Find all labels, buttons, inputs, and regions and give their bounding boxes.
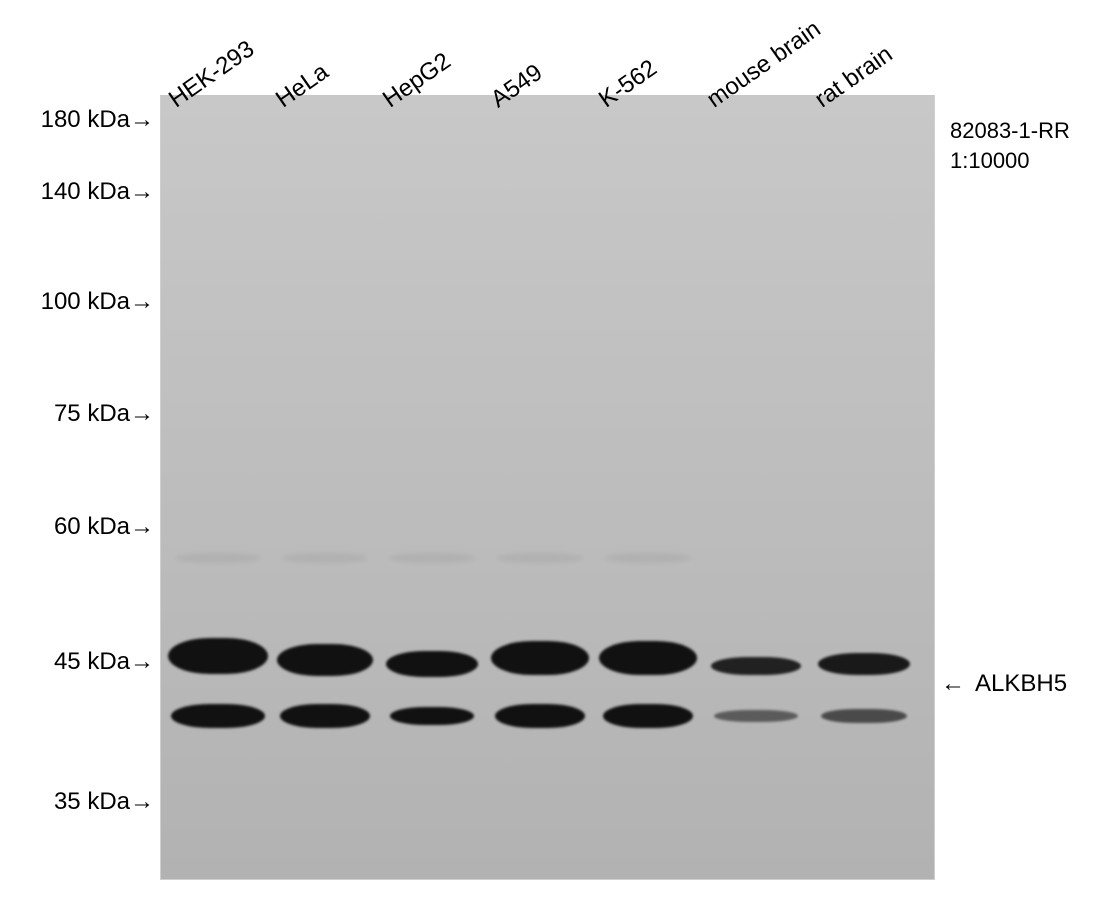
antibody-dilution-label: 1:10000: [950, 148, 1030, 174]
protein-band-upper: [818, 653, 910, 675]
protein-band-upper: [277, 644, 373, 676]
protein-band-upper: [599, 641, 697, 675]
mw-marker-label: 180 kDa→: [0, 106, 154, 134]
mw-marker-label: 35 kDa→: [0, 788, 154, 816]
protein-band-upper: [491, 641, 589, 675]
target-protein-text: ALKBH5: [975, 670, 1067, 698]
protein-band-upper: [386, 651, 478, 677]
mw-marker-label: 75 kDa→: [0, 400, 154, 428]
faint-band: [497, 553, 583, 563]
faint-band: [389, 553, 475, 563]
blot-background: [161, 95, 934, 879]
protein-band-lower: [280, 704, 370, 728]
protein-band-lower: [714, 710, 798, 722]
protein-band-upper: [711, 657, 801, 675]
blot-membrane: [160, 95, 935, 880]
faint-band: [282, 553, 368, 563]
protein-band-lower: [390, 707, 474, 725]
protein-band-upper: [168, 638, 268, 674]
target-arrow-icon: ←: [941, 670, 965, 698]
protein-band-lower: [495, 704, 585, 728]
watermark-text: WWW.PTGLAB.COM: [40, 258, 100, 850]
mw-marker-label: 140 kDa→: [0, 178, 154, 206]
faint-band: [175, 553, 261, 563]
antibody-id-label: 82083-1-RR: [950, 118, 1070, 144]
mw-marker-label: 60 kDa→: [0, 513, 154, 541]
protein-band-lower: [821, 709, 907, 723]
protein-band-lower: [171, 704, 265, 728]
mw-marker-label: 45 kDa→: [0, 648, 154, 676]
faint-band: [605, 553, 691, 563]
western-blot-figure: WWW.PTGLAB.COM 180 kDa→ 140 kDa→ 100 kDa→ 7…: [0, 0, 1100, 903]
mw-marker-label: 100 kDa→: [0, 288, 154, 316]
protein-band-lower: [603, 704, 693, 728]
